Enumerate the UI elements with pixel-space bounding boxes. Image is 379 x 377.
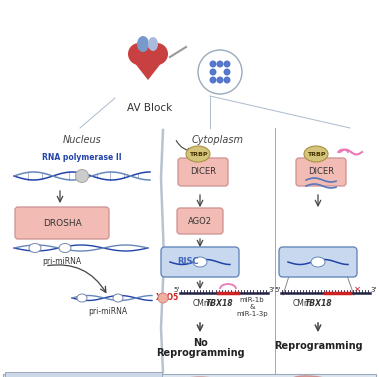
Bar xyxy=(3,374,376,377)
Polygon shape xyxy=(130,57,166,80)
Text: DROSHA: DROSHA xyxy=(42,219,81,227)
Circle shape xyxy=(216,77,224,83)
Text: TBX18: TBX18 xyxy=(304,299,332,308)
Text: &: & xyxy=(249,304,255,310)
Ellipse shape xyxy=(304,146,328,162)
FancyBboxPatch shape xyxy=(279,247,357,277)
Text: CMm: CMm xyxy=(193,299,211,308)
FancyBboxPatch shape xyxy=(161,247,239,277)
Ellipse shape xyxy=(59,244,71,253)
Text: RNA polymerase II: RNA polymerase II xyxy=(42,153,122,162)
Ellipse shape xyxy=(137,36,149,52)
Text: Reprogramming: Reprogramming xyxy=(156,348,244,358)
Text: 3': 3' xyxy=(371,287,377,293)
Text: XPO5: XPO5 xyxy=(156,294,179,302)
Text: ✕: ✕ xyxy=(354,285,360,294)
Text: 5': 5' xyxy=(275,287,281,293)
Text: miR-1b: miR-1b xyxy=(240,297,264,303)
Circle shape xyxy=(210,60,216,67)
Circle shape xyxy=(224,77,230,83)
Circle shape xyxy=(128,43,150,65)
Text: TRBP: TRBP xyxy=(189,152,207,156)
FancyBboxPatch shape xyxy=(178,158,228,186)
Circle shape xyxy=(146,43,168,65)
Ellipse shape xyxy=(148,37,158,51)
Ellipse shape xyxy=(77,294,87,302)
Text: Reprogramming: Reprogramming xyxy=(274,341,362,351)
FancyBboxPatch shape xyxy=(296,158,346,186)
Text: miR-1-3p: miR-1-3p xyxy=(236,311,268,317)
Text: AV Block: AV Block xyxy=(127,103,172,113)
Bar xyxy=(5,372,162,377)
Circle shape xyxy=(210,77,216,83)
Ellipse shape xyxy=(287,376,349,377)
Text: TBX18: TBX18 xyxy=(205,299,233,308)
Ellipse shape xyxy=(186,146,210,162)
Text: Cytoplasm: Cytoplasm xyxy=(192,135,244,145)
Text: AGO2: AGO2 xyxy=(188,216,212,225)
Circle shape xyxy=(198,50,242,94)
Text: DICER: DICER xyxy=(308,167,334,176)
FancyBboxPatch shape xyxy=(15,207,109,239)
Text: pri-miRNA: pri-miRNA xyxy=(88,308,128,317)
Circle shape xyxy=(210,69,216,75)
FancyBboxPatch shape xyxy=(177,208,223,234)
Circle shape xyxy=(216,60,224,67)
Text: RISC: RISC xyxy=(177,257,199,267)
Text: Nucleus: Nucleus xyxy=(63,135,101,145)
Circle shape xyxy=(224,69,230,75)
Circle shape xyxy=(158,293,168,303)
Circle shape xyxy=(75,170,89,182)
Text: DICER: DICER xyxy=(190,167,216,176)
Ellipse shape xyxy=(29,244,41,253)
Ellipse shape xyxy=(113,294,123,302)
Text: 5': 5' xyxy=(174,287,180,293)
Ellipse shape xyxy=(311,257,325,267)
Circle shape xyxy=(224,60,230,67)
Ellipse shape xyxy=(193,257,207,267)
Text: No: No xyxy=(193,338,207,348)
Text: 3': 3' xyxy=(269,287,275,293)
Text: TRBP: TRBP xyxy=(307,152,325,156)
Text: pri-miRNA: pri-miRNA xyxy=(42,257,81,267)
Text: CMm: CMm xyxy=(292,299,312,308)
